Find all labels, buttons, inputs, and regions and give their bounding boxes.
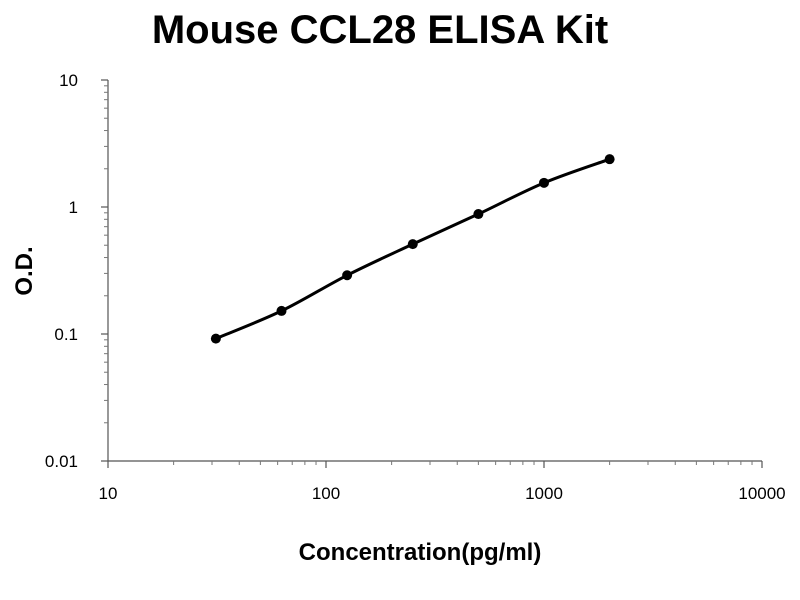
x-tick-label: 10 xyxy=(99,484,118,503)
data-point xyxy=(407,239,418,250)
x-tick-label: 100 xyxy=(312,484,340,503)
data-point xyxy=(539,177,549,188)
tick-labels: 0.01 0.1 1 10 10 100 1000 10000 xyxy=(45,71,786,503)
data-points xyxy=(210,154,615,344)
x-tick-label: 10000 xyxy=(738,484,785,503)
data-point xyxy=(210,333,221,344)
x-axis-title: Concentration(pg/ml) xyxy=(299,539,542,566)
y-tick-label: 1 xyxy=(69,198,78,217)
y-tick-label: 0.01 xyxy=(45,452,78,471)
data-point xyxy=(473,209,484,220)
data-point xyxy=(276,305,287,316)
y-tick-label: 0.1 xyxy=(54,325,78,344)
data-point xyxy=(604,154,615,165)
y-tick-label: 10 xyxy=(59,71,78,90)
data-point xyxy=(342,270,353,281)
y-axis-title: O.D. xyxy=(11,246,38,295)
chart-title: Mouse CCL28 ELISA Kit xyxy=(151,8,609,52)
x-tick-label: 1000 xyxy=(525,484,563,503)
axes xyxy=(101,79,763,468)
